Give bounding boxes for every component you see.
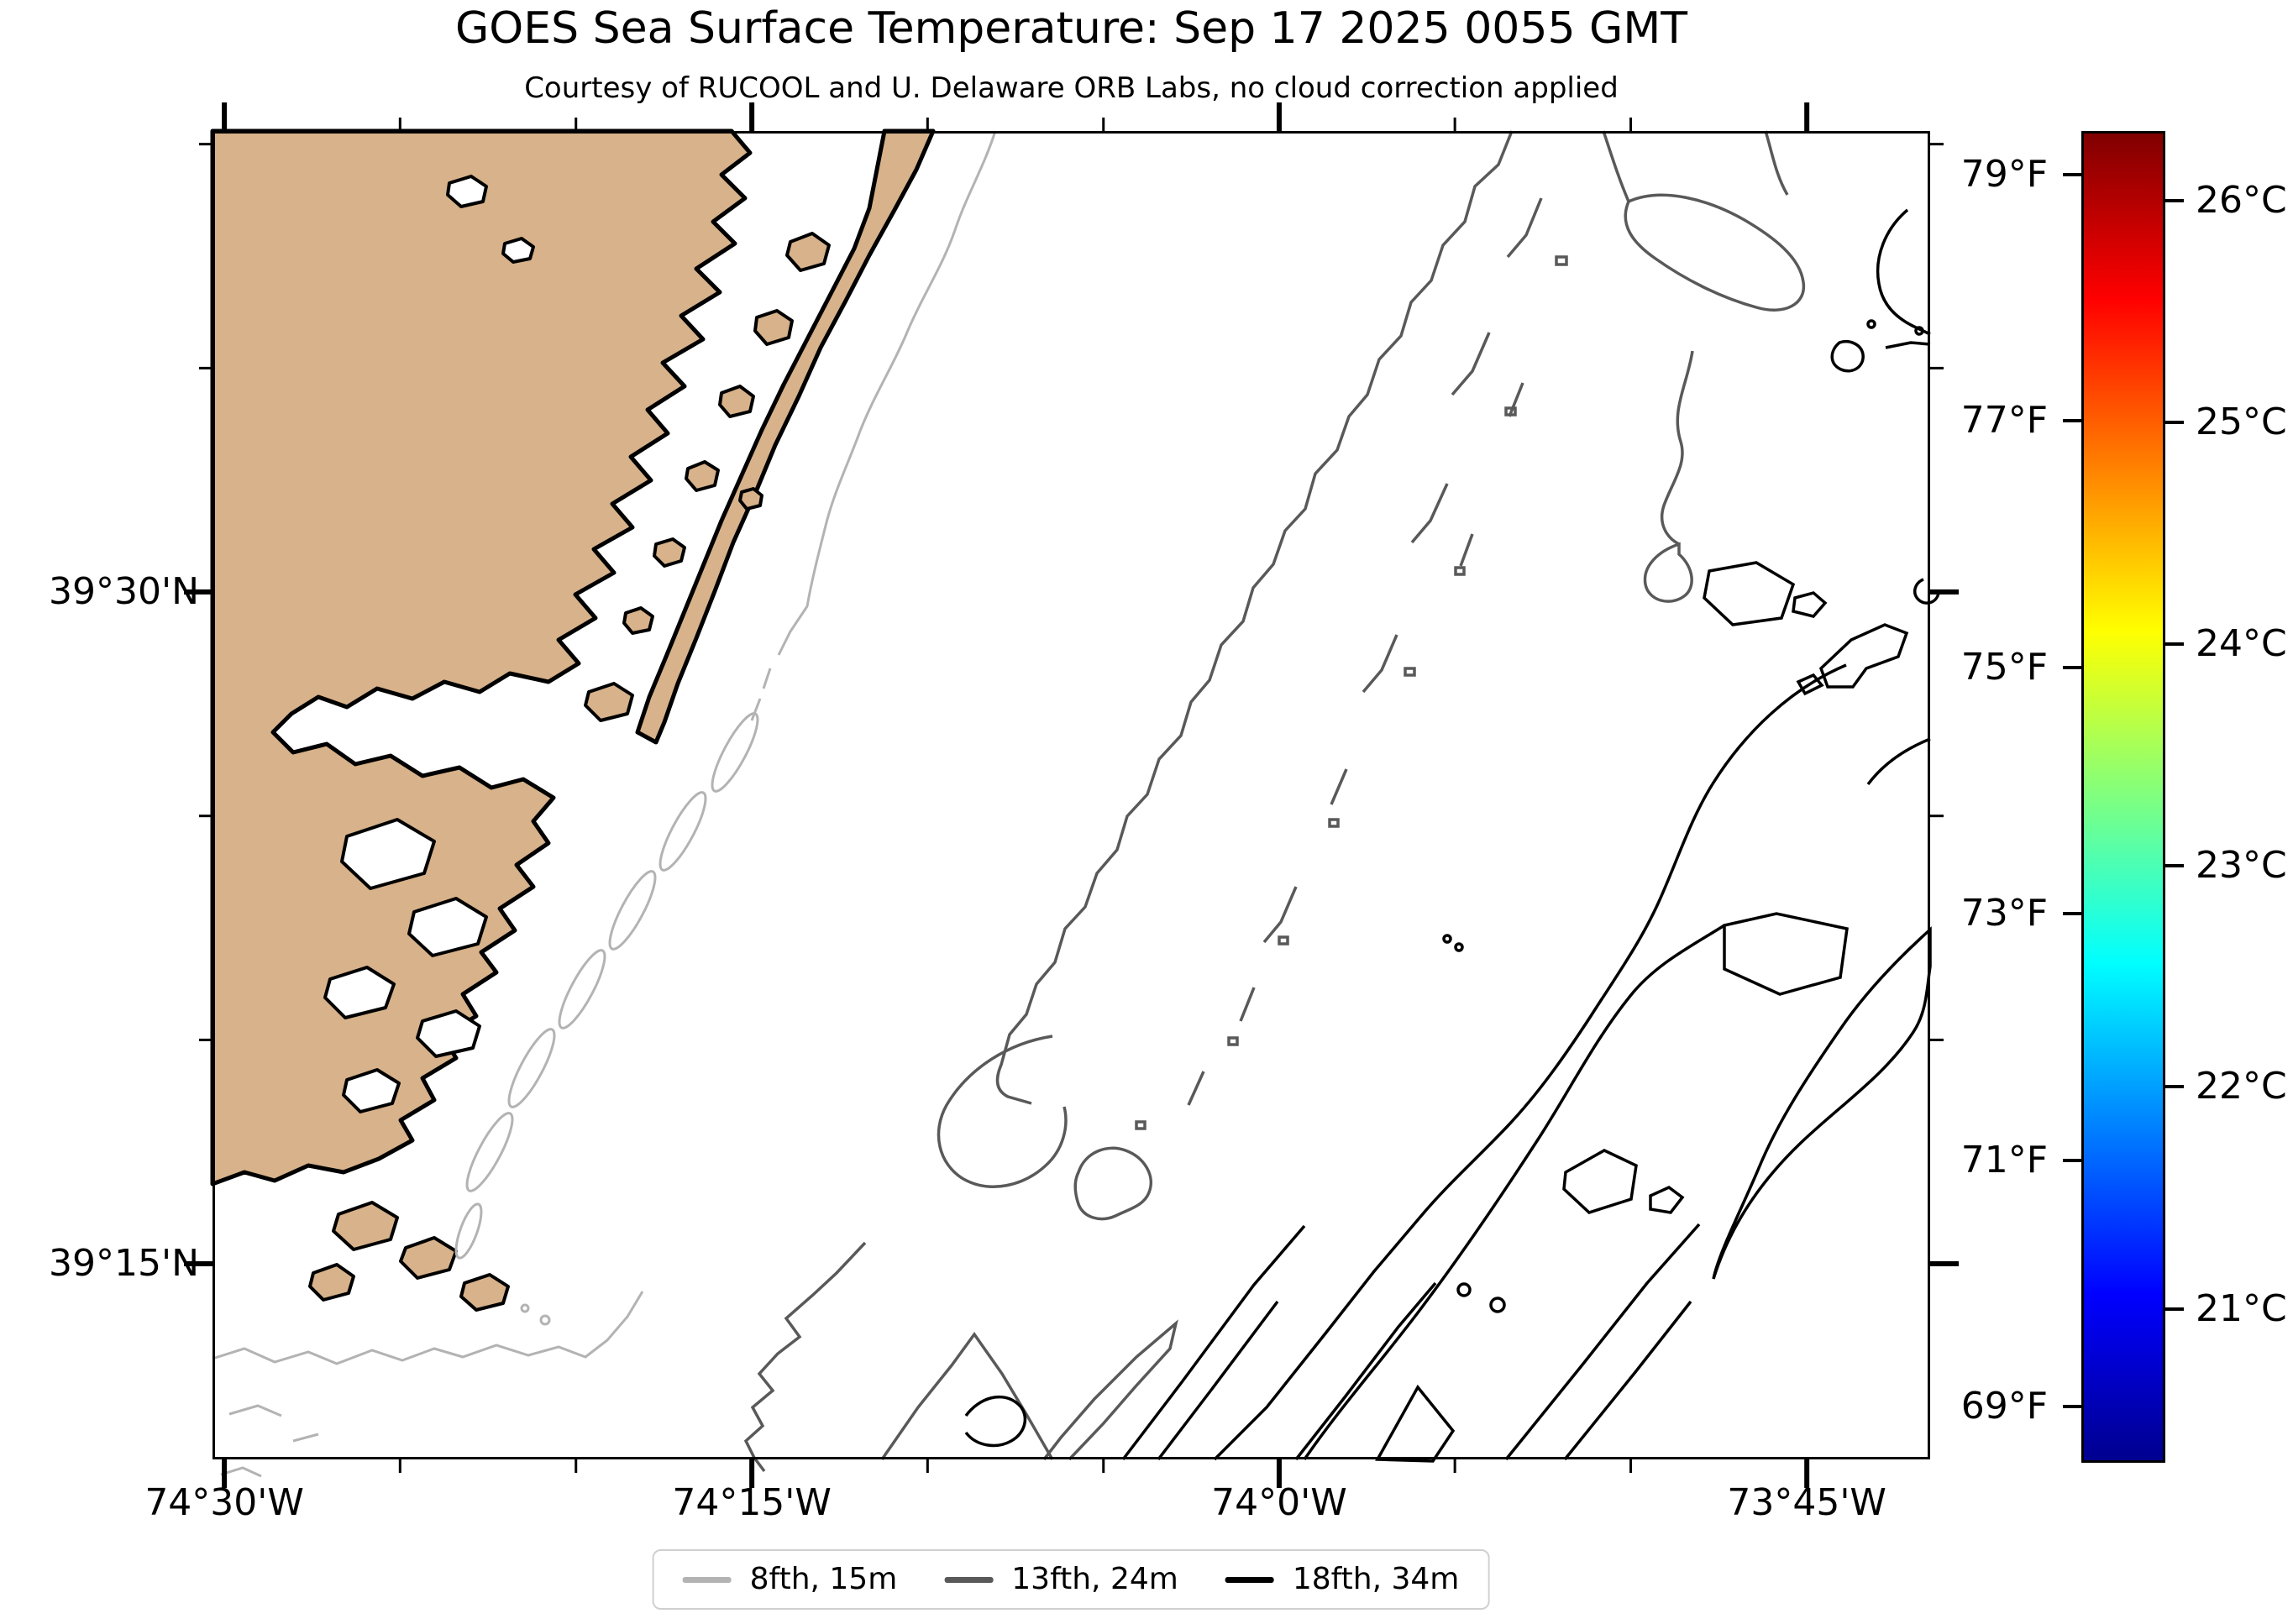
y-tick-label: 39°15'N — [49, 1241, 199, 1285]
x-minor-tick — [1629, 1459, 1633, 1473]
x-minor-tick — [575, 118, 578, 131]
colorbar-f-label: 77°F — [1960, 399, 2048, 443]
colorbar-c-tick — [2165, 642, 2184, 646]
y-minor-tick — [199, 366, 213, 369]
legend-label: 13fth, 24m — [1011, 1562, 1178, 1596]
y-minor-tick — [199, 143, 213, 146]
colorbar-f-tick — [2063, 1158, 2081, 1162]
x-major-tick — [749, 1459, 755, 1488]
y-minor-tick — [199, 1038, 213, 1041]
sst-colorbar — [2081, 131, 2165, 1463]
y-major-tick — [184, 1260, 213, 1266]
y-minor-tick — [1930, 815, 1944, 818]
y-major-tick — [184, 589, 213, 595]
colorbar-c-tick — [2165, 1307, 2184, 1311]
legend-item: 13fth, 24m — [944, 1561, 1178, 1598]
colorbar-c-tick — [2165, 199, 2184, 203]
x-major-tick — [749, 102, 755, 131]
legend-label: 18fth, 34m — [1292, 1562, 1460, 1596]
x-major-tick — [1276, 102, 1282, 131]
y-minor-tick — [1930, 1038, 1944, 1041]
colorbar-f-tick — [2063, 419, 2081, 423]
y-minor-tick — [1930, 143, 1944, 146]
colorbar-c-label: 21°C — [2196, 1286, 2287, 1330]
legend-item: 8fth, 15m — [682, 1561, 898, 1598]
colorbar-c-tick — [2165, 864, 2184, 868]
y-tick-label: 39°30'N — [49, 569, 199, 613]
land-polygons — [210, 128, 936, 1312]
colorbar-f-label: 75°F — [1960, 645, 2048, 689]
x-minor-tick — [1629, 118, 1633, 131]
isobath-13fth-24m — [743, 130, 1806, 1473]
x-tick-label: 74°15'W — [672, 1481, 832, 1524]
colorbar-f-tick — [2063, 912, 2081, 916]
x-minor-tick — [1453, 118, 1456, 131]
inland-water — [323, 175, 535, 1113]
x-minor-tick — [398, 1459, 401, 1473]
colorbar-c-label: 25°C — [2196, 401, 2287, 444]
legend-line-swatch — [682, 1576, 732, 1583]
colorbar-f-label: 71°F — [1960, 1138, 2048, 1181]
colorbar-f-label: 79°F — [1960, 153, 2048, 196]
y-major-tick — [1930, 589, 1959, 595]
page-title: GOES Sea Surface Temperature: Sep 17 202… — [455, 3, 1687, 54]
y-major-tick — [1930, 1260, 1959, 1266]
x-tick-label: 73°45'W — [1727, 1481, 1886, 1524]
colorbar-f-tick — [2063, 665, 2081, 669]
isobath-legend: 8fth, 15m 13fth, 24m 18fth, 34m — [652, 1549, 1490, 1610]
mainland — [210, 128, 753, 1187]
colorbar-c-label: 22°C — [2196, 1065, 2287, 1108]
x-major-tick — [1804, 1459, 1810, 1488]
colorbar-c-tick — [2165, 421, 2184, 425]
x-tick-label: 74°0'W — [1211, 1481, 1347, 1524]
colorbar-f-tick — [2063, 1404, 2081, 1408]
colorbar-c-label: 23°C — [2196, 844, 2287, 888]
barrier-island — [635, 128, 936, 745]
sst-map — [184, 102, 1959, 1488]
colorbar-c-tick — [2165, 1085, 2184, 1089]
legend-item: 18fth, 34m — [1225, 1561, 1460, 1598]
marsh-islands — [308, 1201, 510, 1312]
map-frame — [213, 131, 1930, 1459]
colorbar-f-label: 73°F — [1960, 892, 2048, 935]
colorbar-f-tick — [2063, 173, 2081, 177]
legend-label: 8fth, 15m — [749, 1562, 898, 1596]
x-major-tick — [222, 1459, 228, 1488]
colorbar-f-label: 69°F — [1960, 1384, 2048, 1428]
x-major-tick — [1276, 1459, 1282, 1488]
x-minor-tick — [575, 1459, 578, 1473]
y-minor-tick — [199, 815, 213, 818]
isobath-8fth-15m — [212, 130, 997, 1478]
lagoon-islands — [584, 232, 831, 722]
page-subtitle: Courtesy of RUCOOL and U. Delaware ORB L… — [524, 71, 1619, 105]
y-minor-tick — [1930, 366, 1944, 369]
x-minor-tick — [1102, 1459, 1105, 1473]
colorbar-c-label: 26°C — [2196, 179, 2287, 223]
x-minor-tick — [398, 118, 401, 131]
map-axis-ticks — [184, 102, 1959, 1488]
x-major-tick — [1804, 102, 1810, 131]
x-minor-tick — [926, 1459, 929, 1473]
x-major-tick — [222, 102, 228, 131]
legend-line-swatch — [1225, 1576, 1274, 1583]
x-minor-tick — [1453, 1459, 1456, 1473]
x-minor-tick — [1102, 118, 1105, 131]
x-minor-tick — [926, 118, 929, 131]
legend-line-swatch — [944, 1576, 994, 1583]
x-tick-label: 74°30'W — [144, 1481, 304, 1524]
colorbar-c-label: 24°C — [2196, 621, 2287, 665]
